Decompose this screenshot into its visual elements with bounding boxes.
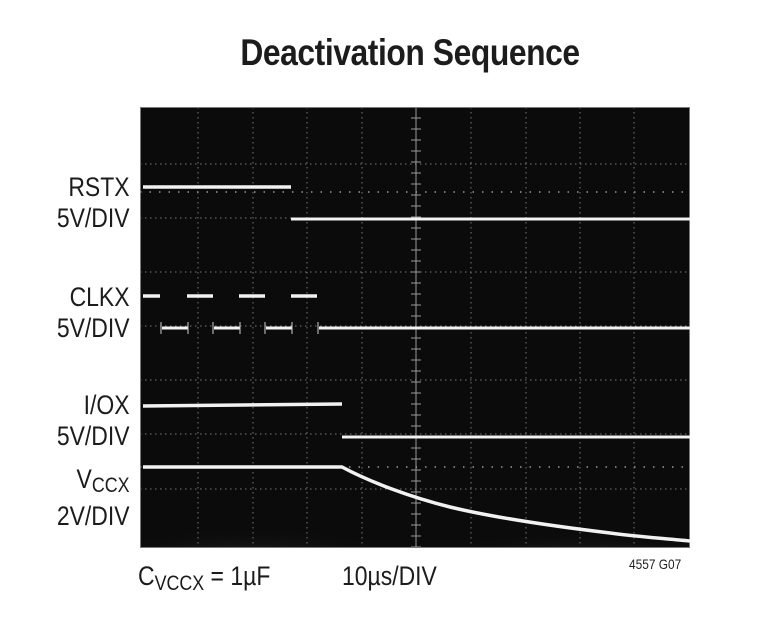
- rstx-scale: 5V/DIV: [57, 203, 130, 233]
- center-axis-ticks: [411, 117, 421, 548]
- trace-rstx: [143, 185, 690, 221]
- iox-scale: 5V/DIV: [57, 421, 130, 451]
- capacitance-annotation: CVCCX = 1µF: [138, 561, 271, 595]
- chart-title: Deactivation Sequence: [240, 32, 580, 73]
- clkx-name: CLKX: [70, 282, 130, 312]
- label-clkx: CLKX 5V/DIV: [57, 282, 130, 344]
- vccx-name: VCCX: [76, 464, 130, 497]
- oscilloscope-screen: [140, 107, 690, 548]
- iox-name: I/OX: [84, 390, 130, 420]
- vccx-scale: 2V/DIV: [57, 501, 130, 531]
- rstx-name: RSTX: [68, 172, 130, 202]
- timebase-label: 10µs/DIV: [342, 561, 437, 591]
- trace-clkx: [143, 294, 690, 330]
- trace-vccx: [143, 465, 690, 543]
- trace-iox: [142, 402, 690, 439]
- scope-plot: [140, 107, 690, 548]
- clkx-scale: 5V/DIV: [57, 313, 130, 343]
- clkx-edge-ticks: [160, 322, 319, 334]
- screen-glow: [470, 520, 690, 548]
- figure-id: 4557 G07: [629, 556, 682, 572]
- label-iox: I/OX 5V/DIV: [57, 390, 130, 452]
- label-rstx: RSTX 5V/DIV: [57, 172, 130, 234]
- screen-glow: [140, 513, 370, 548]
- label-vccx: VCCX 2V/DIV: [57, 464, 130, 532]
